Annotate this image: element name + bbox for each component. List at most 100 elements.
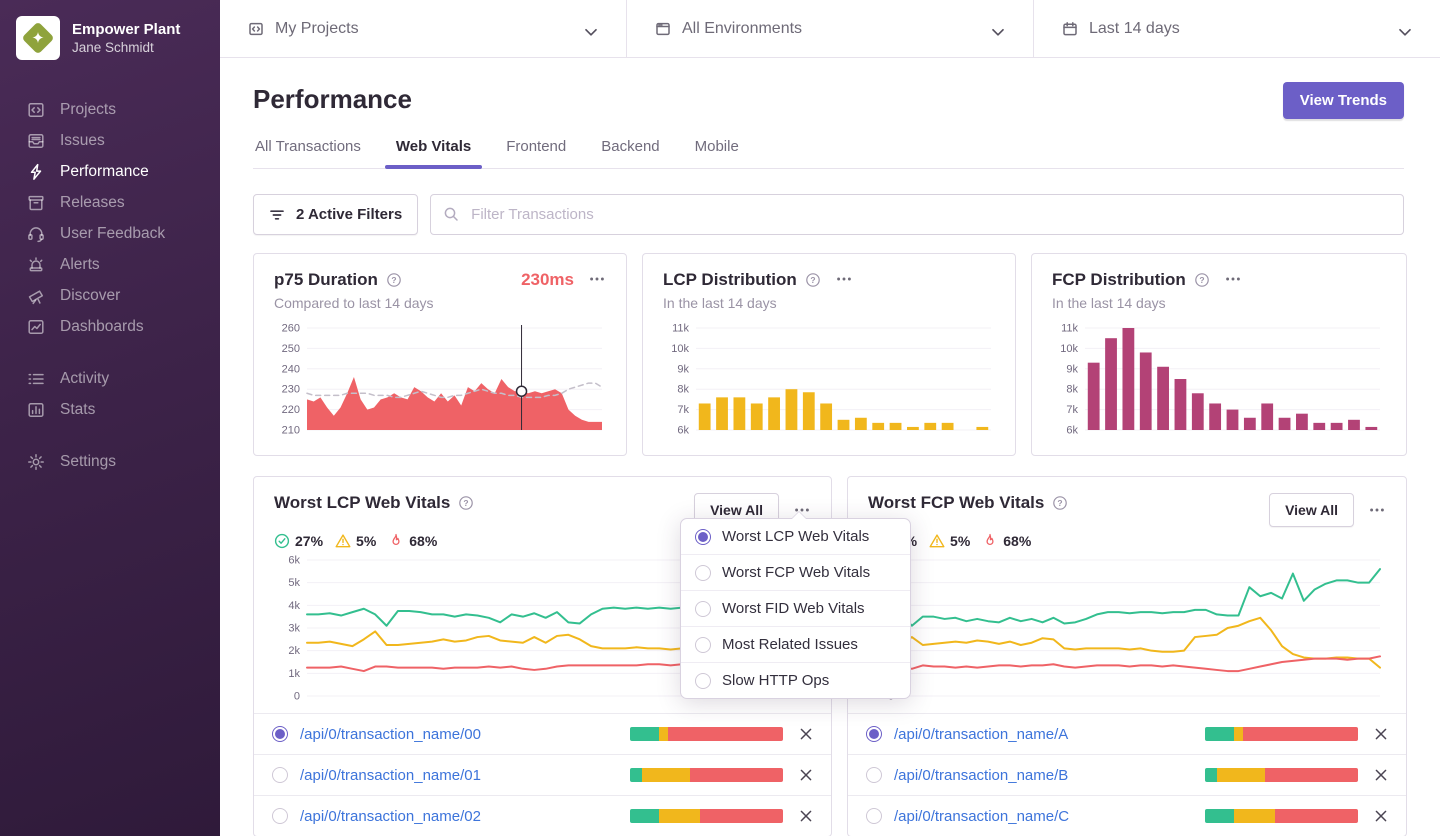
table-row: /api/0/transaction_name/C — [848, 795, 1406, 836]
worst-lcp-web-vitals-card: Worst LCP Web Vitals? View All 27% 5% 68… — [253, 476, 911, 836]
sidebar: Empower Plant Jane Schmidt Projects Issu… — [0, 0, 220, 836]
sidebar-item-projects[interactable]: Projects — [0, 94, 220, 125]
close-icon[interactable] — [799, 727, 813, 741]
sidebar-item-stats[interactable]: Stats — [0, 394, 220, 425]
svg-text:?: ? — [391, 275, 396, 285]
vitals-breakdown-bar — [1205, 768, 1358, 782]
svg-text:6k: 6k — [677, 425, 689, 437]
card-menu-icon[interactable] — [793, 501, 811, 519]
transaction-radio[interactable] — [866, 767, 882, 783]
poor-flame-icon — [388, 533, 404, 549]
lcp-distribution-chart[interactable]: 11k 10k 9k 8k 7k 6k — [663, 321, 997, 439]
dropdown-option-most-related-issues[interactable]: Most Related Issues — [681, 627, 910, 663]
projects-icon — [27, 101, 45, 119]
svg-text:260: 260 — [282, 323, 300, 335]
user-name: Jane Schmidt — [72, 39, 154, 55]
view-all-button[interactable]: View All — [1269, 493, 1354, 527]
fcp-distribution-card: FCP Distribution? In the last 14 days 11… — [1031, 253, 1407, 456]
svg-text:7k: 7k — [677, 404, 689, 416]
transaction-radio[interactable] — [866, 808, 882, 824]
svg-text:220: 220 — [282, 404, 300, 416]
meh-warning-icon — [929, 533, 945, 549]
option-radio — [695, 672, 711, 689]
card-menu-icon[interactable] — [588, 270, 606, 288]
card-menu-icon[interactable] — [1368, 501, 1386, 519]
transaction-link[interactable]: /api/0/transaction_name/02 — [300, 807, 481, 825]
close-icon[interactable] — [1374, 809, 1388, 823]
help-icon[interactable]: ? — [1194, 272, 1210, 288]
svg-text:?: ? — [810, 275, 815, 285]
sidebar-item-label: Performance — [60, 162, 149, 180]
transaction-radio[interactable] — [272, 726, 288, 742]
help-icon[interactable]: ? — [458, 495, 474, 511]
fcp-distribution-chart[interactable]: 11k 10k 9k 8k 7k 6k — [1052, 321, 1386, 439]
dropdown-option-slow-http-ops[interactable]: Slow HTTP Ops — [681, 663, 910, 698]
sidebar-item-user-feedback[interactable]: User Feedback — [0, 218, 220, 249]
tab-bar: All Transactions Web Vitals Frontend Bac… — [253, 138, 1404, 169]
transaction-link[interactable]: /api/0/transaction_name/B — [894, 766, 1069, 784]
transaction-link[interactable]: /api/0/transaction_name/00 — [300, 725, 481, 743]
view-trends-button[interactable]: View Trends — [1282, 82, 1404, 119]
active-filters-button[interactable]: 2 Active Filters — [253, 194, 419, 235]
sidebar-item-activity[interactable]: Activity — [0, 363, 220, 394]
transaction-radio[interactable] — [272, 767, 288, 783]
option-label: Worst FID Web Vitals — [722, 600, 865, 617]
search-input[interactable] — [430, 194, 1404, 235]
vitals-breakdown-bar — [1205, 809, 1358, 823]
svg-text:5k: 5k — [288, 577, 300, 589]
close-icon[interactable] — [1374, 768, 1388, 782]
vitals-summary: 27% 5% 68% — [274, 533, 811, 549]
svg-text:10k: 10k — [1060, 343, 1078, 355]
help-icon[interactable]: ? — [386, 272, 402, 288]
close-icon[interactable] — [799, 768, 813, 782]
card-menu-icon[interactable] — [835, 270, 853, 288]
vitals-summary: 27% 5% 68% — [868, 533, 1386, 549]
p75-duration-chart[interactable]: 260 250 240 230 220 210 — [274, 321, 608, 439]
environment-icon — [655, 21, 671, 37]
card-menu-icon[interactable] — [1224, 270, 1242, 288]
project-filter-trigger[interactable]: My Projects — [220, 0, 626, 57]
worst-fcp-web-vitals-card: Worst FCP Web Vitals? View All 27% 5% 68… — [847, 476, 1407, 836]
dropdown-option-worst-fcp[interactable]: Worst FCP Web Vitals — [681, 555, 910, 591]
sidebar-item-issues[interactable]: Issues — [0, 125, 220, 156]
help-icon[interactable]: ? — [1052, 495, 1068, 511]
transaction-radio[interactable] — [272, 808, 288, 824]
tab-mobile[interactable]: Mobile — [694, 138, 739, 155]
tab-web-vitals[interactable]: Web Vitals — [384, 138, 483, 169]
calendar-icon — [1062, 21, 1078, 37]
close-icon[interactable] — [1374, 727, 1388, 741]
stats-icon — [27, 401, 45, 419]
close-icon[interactable] — [799, 809, 813, 823]
transaction-link[interactable]: /api/0/transaction_name/01 — [300, 766, 481, 784]
org-switcher[interactable]: Empower Plant Jane Schmidt — [0, 0, 220, 70]
settings-icon — [27, 453, 45, 471]
meh-percent: 5% — [950, 533, 971, 549]
sidebar-item-dashboards[interactable]: Dashboards — [0, 311, 220, 342]
issues-icon — [27, 132, 45, 150]
sidebar-item-label: Settings — [60, 452, 117, 470]
dropdown-option-worst-lcp[interactable]: Worst LCP Web Vitals — [681, 519, 910, 555]
environment-filter-trigger[interactable]: All Environments — [626, 0, 1033, 57]
sidebar-item-performance[interactable]: Performance — [0, 156, 220, 187]
meh-warning-icon — [335, 533, 351, 549]
dropdown-option-worst-fid[interactable]: Worst FID Web Vitals — [681, 591, 910, 627]
sidebar-item-discover[interactable]: Discover — [0, 280, 220, 311]
sidebar-item-releases[interactable]: Releases — [0, 187, 220, 218]
transaction-link[interactable]: /api/0/transaction_name/C — [894, 807, 1070, 825]
option-radio — [695, 636, 711, 653]
date-range-trigger[interactable]: Last 14 days — [1033, 0, 1440, 57]
sidebar-item-alerts[interactable]: Alerts — [0, 249, 220, 280]
transaction-link[interactable]: /api/0/transaction_name/A — [894, 725, 1069, 743]
tab-all-transactions[interactable]: All Transactions — [255, 138, 361, 155]
sidebar-item-settings[interactable]: Settings — [0, 446, 220, 477]
tab-frontend[interactable]: Frontend — [506, 138, 567, 155]
help-icon[interactable]: ? — [805, 272, 821, 288]
svg-text:?: ? — [1058, 498, 1063, 508]
svg-text:250: 250 — [282, 343, 300, 355]
tab-backend[interactable]: Backend — [601, 138, 660, 155]
card-title: Worst FCP Web Vitals — [868, 493, 1045, 512]
sidebar-item-label: Projects — [60, 100, 116, 118]
transaction-radio[interactable] — [866, 726, 882, 742]
table-row: /api/0/transaction_name/B — [848, 754, 1406, 795]
